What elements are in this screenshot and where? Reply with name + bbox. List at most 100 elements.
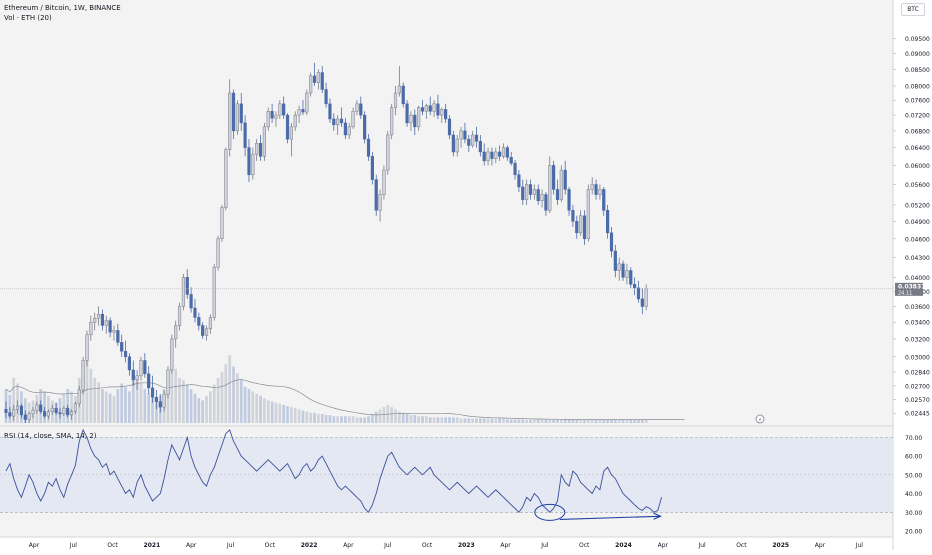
currency-badge[interactable]: BTC [901,3,925,16]
volume-bar [617,419,621,423]
volume-bar [471,418,474,423]
volume-bar [559,419,563,423]
candle-body [293,114,297,128]
candle-body [555,189,560,200]
candle-body [251,153,255,176]
candle-body [228,92,232,151]
volume-bar [151,398,154,423]
volume-bar [328,415,332,423]
volume-bar [93,377,97,423]
symbol-title[interactable]: Ethereum / Bitcoin, 1W, BINANCE [4,4,121,12]
volume-bar [490,418,494,423]
candle-body [444,109,448,120]
candle-body [440,109,444,116]
volume-bar [216,377,220,423]
candle-body [536,189,540,201]
candle-body [108,320,112,333]
volume-bar [344,416,347,423]
volume-bar [606,419,609,423]
volume-bar [610,419,613,423]
candle-body [336,118,340,126]
candle-body [8,412,12,417]
volume-legend[interactable]: Vol · ETH (20) [4,14,52,22]
candle-body [552,165,556,190]
volume-bar [482,418,486,423]
candle-body [544,194,548,211]
volume-bar [185,384,189,423]
volume-bar [274,402,278,423]
volume-bar [301,410,305,423]
volume-bar [212,384,216,423]
candle-body [405,103,409,124]
volume-bar [135,375,139,423]
candle-body [386,134,390,171]
volume-ma-line [5,379,685,420]
time-axis-label: Oct [579,542,590,549]
candle-body [528,184,533,195]
candle-body [135,375,139,381]
candle-body [289,126,293,140]
candle-body [85,334,89,361]
candle-body [563,169,567,190]
volume-bar [313,412,316,423]
volume-bar [398,411,401,423]
time-axis-label: 2023 [458,542,475,549]
candle-body [455,138,459,153]
candle-body [521,186,525,200]
volume-bar [428,417,432,423]
candle-body [170,338,174,371]
rsi-line [5,428,663,514]
candle-body [413,114,417,128]
candle-body [285,114,290,140]
volume-bar [108,393,112,423]
candle-body [104,320,108,326]
candle-body [23,414,27,420]
candle-body [602,189,606,211]
candle-body [58,412,62,415]
candle-body [559,169,563,200]
volume-bar [621,419,625,423]
candle-body [62,407,66,415]
candle-body [463,130,467,140]
price-axis-label: 0.08500 [905,67,930,74]
volume-bar [270,401,274,423]
volume-bar [170,364,174,423]
candle-body [579,215,583,234]
volume-bar [467,418,471,423]
volume-bar [189,389,193,423]
candle-body [42,411,47,417]
price-axis-label: 0.03400 [905,320,930,327]
candle-body [309,75,313,94]
volume-bar [598,419,602,423]
candle-body [494,151,498,159]
time-axis-label: Jul [69,542,78,549]
volume-bar [540,419,544,423]
events-icon-glyph: ⚡ [758,417,762,423]
candle-body [54,407,58,413]
volume-bar [351,416,355,423]
time-axis-label: Jul [540,542,549,549]
price-axis-label: 0.06800 [905,128,930,135]
price-axis-label: 0.05200 [905,202,930,209]
candle-body [81,360,85,391]
candle-body [571,210,575,222]
rsi-legend[interactable]: RSI (14, close, SMA, 14, 2) [4,432,97,440]
candle-body [258,143,263,157]
candle-body [15,405,20,410]
candle-body [424,105,428,112]
volume-bar [178,377,181,423]
volume-bar [498,418,501,423]
candle-body [525,184,529,200]
price-axis-label: 0.03600 [905,304,930,311]
volume-bar [205,395,208,423]
candle-body [19,405,24,416]
candle-body [382,169,386,195]
volume-bar [544,419,548,423]
candle-body [162,393,166,408]
volume-bar [174,368,178,423]
candle-body [158,401,162,408]
rsi-axis-label: 30.00 [905,510,922,517]
volume-bar [394,409,397,423]
